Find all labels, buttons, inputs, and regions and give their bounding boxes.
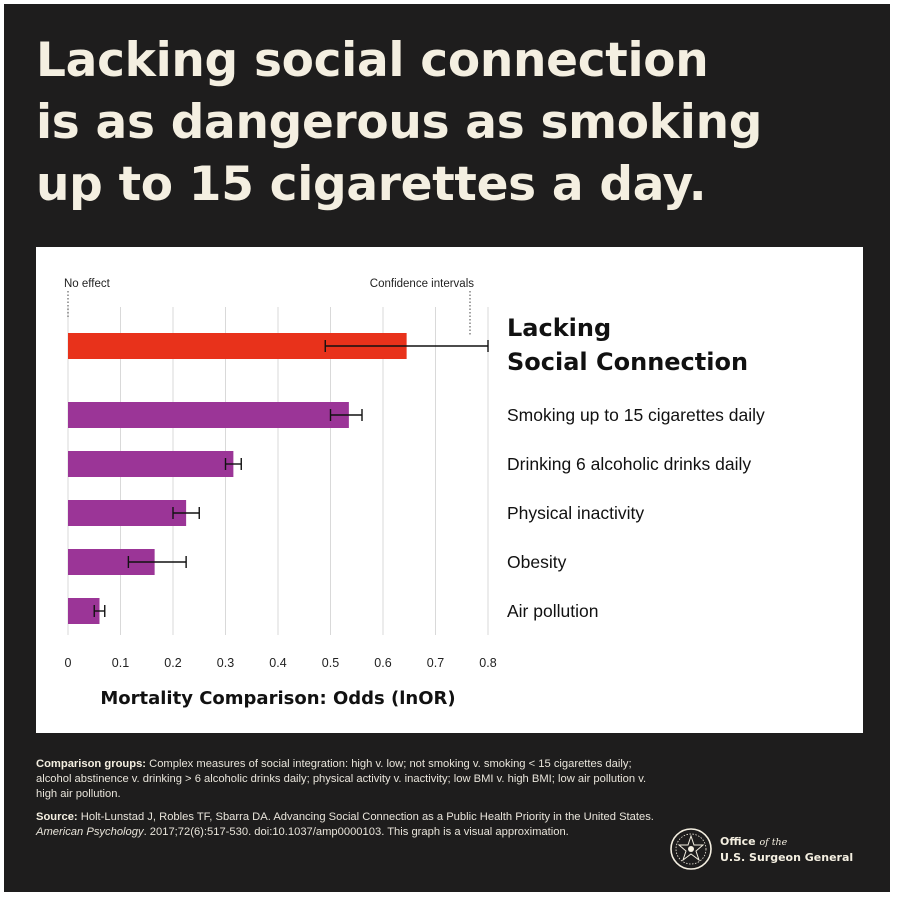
x-tick-label: 0.3 [217, 656, 234, 670]
headline-line-1: Lacking social connection [36, 33, 709, 88]
bar [68, 500, 187, 526]
comparison-groups-label: Comparison groups: [36, 758, 147, 770]
source-note: Source: Holt-Lunstad J, Robles TF, Sbarr… [36, 810, 656, 840]
source-label: Source: [36, 811, 78, 823]
logo-office: Office [720, 835, 756, 848]
category-label: Drinking 6 alcoholic drinks daily [507, 454, 751, 474]
x-tick-label: 0.7 [427, 656, 444, 670]
x-tick-label: 0.2 [164, 656, 181, 670]
surgeon-general-seal-icon [670, 828, 712, 870]
comparison-groups-note: Comparison groups: Complex measures of s… [36, 757, 656, 802]
comparison-groups-text: Complex measures of social integration: … [36, 758, 647, 800]
x-tick-label: 0.4 [269, 656, 286, 670]
bar [68, 402, 349, 428]
headline: Lacking social connection is as dangerou… [36, 30, 876, 216]
confidence-intervals-label: Confidence intervals [370, 278, 474, 290]
x-axis-title: Mortality Comparison: Odds (lnOR) [100, 688, 455, 709]
footnotes: Comparison groups: Complex measures of s… [36, 757, 656, 848]
logo-text: Office of the U.S. Surgeon General [720, 834, 853, 865]
logo-surgeon-general: U.S. Surgeon General [720, 851, 854, 864]
no-effect-label: No effect [64, 278, 111, 290]
category-label: Smoking up to 15 cigarettes daily [507, 405, 765, 425]
source-text-2: . 2017;72(6):517-530. doi:10.1037/amp000… [143, 826, 569, 838]
source-text-1: Holt-Lunstad J, Robles TF, Sbarra DA. Ad… [77, 811, 654, 823]
chart-panel: 0 0.1 0.2 0.3 0.4 0.5 0.6 0.7 0.8 No effect Confid… [36, 247, 863, 733]
category-label: Social Connection [507, 348, 748, 376]
category-label: Obesity [507, 552, 567, 572]
category-label: Physical inactivity [507, 503, 644, 523]
headline-line-3: up to 15 cigarettes a day. [36, 157, 707, 212]
x-tick-label: 0.5 [322, 656, 339, 670]
x-tick-label: 0.8 [479, 656, 496, 670]
x-tick-label: 0 [65, 656, 72, 670]
category-label: Lacking [507, 314, 611, 342]
surgeon-general-logo: Office of the U.S. Surgeon General [668, 826, 878, 872]
headline-line-2: is as dangerous as smoking [36, 95, 763, 150]
bar [68, 451, 234, 477]
x-tick-label: 0.6 [374, 656, 391, 670]
mortality-chart: 0 0.1 0.2 0.3 0.4 0.5 0.6 0.7 0.8 No effect Confid… [64, 278, 765, 709]
source-journal: American Psychology [36, 826, 144, 838]
category-label: Air pollution [507, 601, 598, 621]
x-tick-label: 0.1 [112, 656, 129, 670]
logo-of-the: of the [759, 837, 788, 848]
